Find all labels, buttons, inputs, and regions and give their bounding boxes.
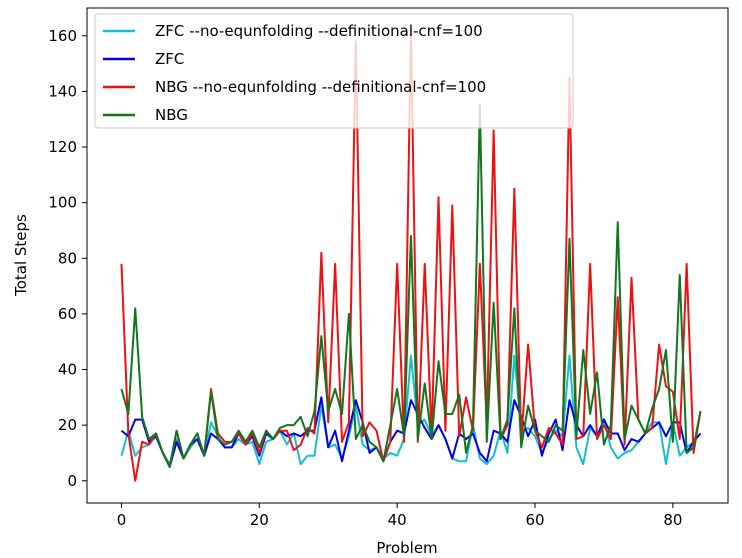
y-tick-label: 60 (58, 305, 77, 323)
x-tick-label: 80 (663, 511, 682, 529)
legend-label-3: NBG --no-equnfolding --definitional-cnf=… (155, 78, 486, 96)
legend-label-2: ZFC (155, 50, 184, 68)
y-tick-label: 40 (58, 361, 77, 379)
x-tick-label: 20 (250, 511, 269, 529)
y-tick-label: 120 (48, 138, 77, 156)
x-axis-label: Problem (376, 539, 437, 557)
x-axis: 0 20 40 60 80 (117, 503, 682, 529)
legend: ZFC --no-equnfolding --definitional-cnf=… (94, 13, 574, 129)
y-tick-label: 80 (58, 249, 77, 267)
y-tick-label: 20 (58, 416, 77, 434)
x-tick-label: 60 (525, 511, 544, 529)
x-tick-label: 0 (117, 511, 127, 529)
legend-label-4: NBG (155, 106, 188, 124)
y-tick-label: 100 (48, 194, 77, 212)
x-tick-label: 40 (388, 511, 407, 529)
legend-label-1: ZFC --no-equnfolding --definitional-cnf=… (155, 22, 483, 40)
legend-box (94, 13, 574, 129)
y-axis: 0 20 40 60 80 100 120 140 160 (48, 27, 87, 490)
y-axis-label: Total Steps (12, 214, 30, 297)
y-tick-label: 160 (48, 27, 77, 45)
plot-frame (86, 7, 729, 504)
y-tick-label: 140 (48, 82, 77, 100)
series-line-4 (120, 104, 702, 468)
y-tick-label: 0 (67, 472, 77, 490)
